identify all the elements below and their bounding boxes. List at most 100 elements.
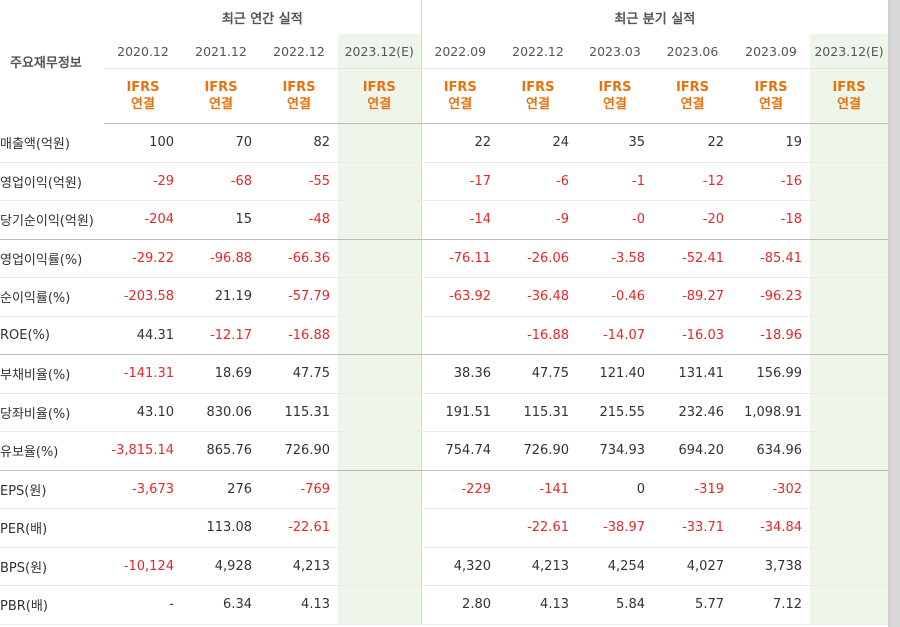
table-cell [810, 508, 889, 548]
table-cell: 113.08 [182, 508, 260, 548]
table-cell: -26.06 [499, 239, 577, 278]
table-cell: 232.46 [653, 393, 732, 432]
ifrs-text: IFRS [598, 80, 632, 95]
table-cell: -57.79 [260, 277, 338, 317]
table-cell [104, 508, 182, 548]
table-cell [810, 239, 889, 278]
table-cell: 3,738 [732, 547, 810, 586]
row-label: 부채비율(%) [0, 354, 104, 394]
table-cell [338, 239, 421, 278]
table-cell [338, 354, 421, 394]
table-cell: 4,320 [420, 547, 499, 586]
table-cell: -141 [499, 470, 577, 509]
table-cell: 156.99 [732, 354, 810, 394]
table-cell: -48 [260, 200, 338, 240]
row-label: ROE(%) [0, 316, 104, 355]
table-row: 영업이익(억원) -29 -68 -55 -17 -6 -1 -12 -16 [0, 162, 889, 201]
column-date: 2023.09 [732, 34, 810, 69]
consolidated-text: 연결 [759, 97, 783, 112]
table-cell: -18.96 [732, 316, 810, 355]
table-cell: 215.55 [577, 393, 653, 432]
table-cell: -16.88 [499, 316, 577, 355]
table-cell [338, 393, 421, 432]
table-cell: -17 [420, 162, 499, 201]
table-cell: 2.80 [420, 585, 499, 625]
table-cell: -96.88 [182, 239, 260, 278]
column-ifrs-label: IFRS 연결 [810, 68, 889, 124]
table-cell: 24 [499, 123, 577, 163]
consolidated-text: 연결 [448, 97, 473, 112]
table-cell: 22 [420, 123, 499, 163]
table-cell: -34.84 [732, 508, 810, 548]
table-cell: -14.07 [577, 316, 653, 355]
table-cell: 38.36 [420, 354, 499, 394]
table-cell: 726.90 [260, 431, 338, 471]
table-row: BPS(원) -10,124 4,928 4,213 4,320 4,213 4,254 4,… [0, 547, 889, 586]
table-row: ROE(%) 44.31 -12.17 -16.88 -16.88 -14.07 -16.0… [0, 316, 889, 355]
consolidated-text: 연결 [680, 97, 705, 112]
table-cell [338, 470, 421, 509]
table-cell [338, 585, 421, 625]
row-label: 당좌비율(%) [0, 393, 104, 432]
table-cell: 694.20 [653, 431, 732, 471]
ifrs-text: IFRS [204, 80, 238, 95]
consolidated-text: 연결 [837, 97, 861, 112]
table-cell: 276 [182, 470, 260, 509]
table-cell: -16 [732, 162, 810, 201]
table-cell: 4,213 [499, 547, 577, 586]
table-cell: -3,815.14 [104, 431, 182, 471]
column-date: 2022.12 [499, 34, 577, 69]
table-cell: -76.11 [420, 239, 499, 278]
consolidated-text: 연결 [209, 97, 233, 112]
table-cell: 1,098.91 [732, 393, 810, 432]
table-cell [810, 431, 889, 471]
table-cell [338, 123, 421, 163]
table-cell: -10,124 [104, 547, 182, 586]
table-cell: 115.31 [260, 393, 338, 432]
table-cell: 100 [104, 123, 182, 163]
table-cell: -63.92 [420, 277, 499, 317]
table-cell: -319 [653, 470, 732, 509]
table-cell: -18 [732, 200, 810, 240]
column-date: 2020.12 [104, 34, 182, 69]
table-cell: 47.75 [499, 354, 577, 394]
table-cell: -38.97 [577, 508, 653, 548]
table-cell [420, 316, 499, 355]
table-cell: 734.93 [577, 431, 653, 471]
table-cell: -20 [653, 200, 732, 240]
table-cell [810, 123, 889, 163]
column-ifrs-label: IFRS 연결 [182, 68, 260, 124]
table-cell: -29 [104, 162, 182, 201]
table-cell: 754.74 [420, 431, 499, 471]
column-ifrs-label: IFRS 연결 [577, 68, 653, 124]
table-row: 당좌비율(%) 43.10 830.06 115.31 191.51 115.31 215.… [0, 393, 889, 432]
table-cell [810, 277, 889, 317]
table-cell: -9 [499, 200, 577, 240]
consolidated-text: 연결 [367, 97, 392, 112]
consolidated-text: 연결 [287, 97, 311, 112]
table-cell: 830.06 [182, 393, 260, 432]
table-cell [338, 547, 421, 586]
table-cell: 4,213 [260, 547, 338, 586]
table-cell: 5.84 [577, 585, 653, 625]
table-cell: -55 [260, 162, 338, 201]
table-cell: 865.76 [182, 431, 260, 471]
table-cell: 4,254 [577, 547, 653, 586]
ifrs-text: IFRS [362, 80, 396, 95]
table-cell: 726.90 [499, 431, 577, 471]
column-date: 2023.12(E) [338, 34, 421, 69]
table-cell: -302 [732, 470, 810, 509]
row-label: PER(배) [0, 508, 104, 548]
table-cell: -66.36 [260, 239, 338, 278]
table-cell: -3,673 [104, 470, 182, 509]
table-cell: 7.12 [732, 585, 810, 625]
table-cell: -1 [577, 162, 653, 201]
table-cell: -89.27 [653, 277, 732, 317]
table-cell: -204 [104, 200, 182, 240]
table-cell: -0 [577, 200, 653, 240]
table-cell: 19 [732, 123, 810, 163]
column-date: 2023.06 [653, 34, 732, 69]
ifrs-text: IFRS [282, 80, 316, 95]
table-cell: -68 [182, 162, 260, 201]
